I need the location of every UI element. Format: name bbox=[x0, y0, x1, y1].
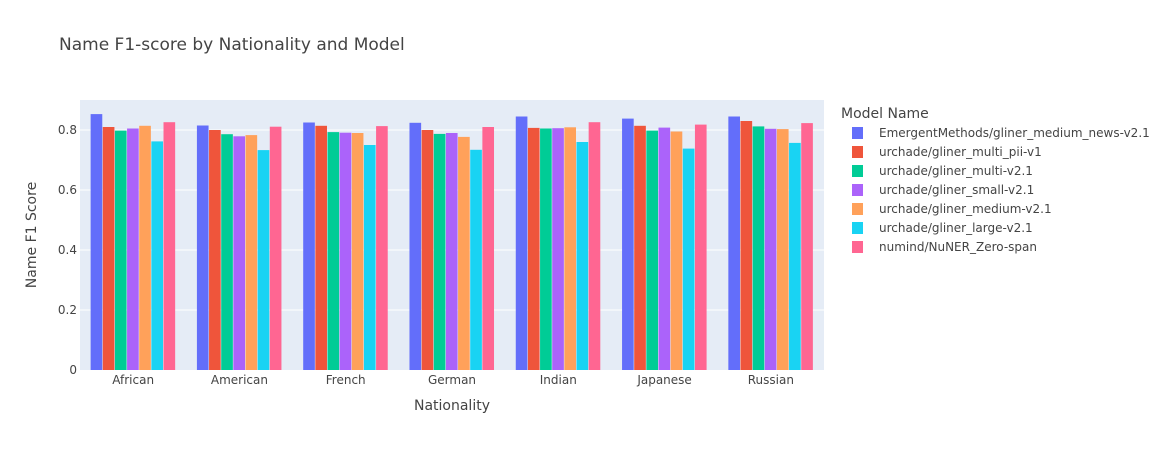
legend-swatch bbox=[852, 241, 863, 253]
bar bbox=[233, 136, 246, 370]
bar bbox=[634, 125, 646, 370]
bar bbox=[409, 122, 422, 370]
bar bbox=[658, 127, 671, 370]
bar bbox=[646, 130, 658, 370]
bar bbox=[269, 126, 282, 370]
legend-swatch bbox=[852, 127, 863, 139]
x-tick-labels: African American French German Indian Japanes… bbox=[112, 373, 794, 387]
legend-entry: urchade/gliner_small-v2.1 bbox=[879, 183, 1034, 197]
bar bbox=[303, 122, 315, 370]
y-tick-label: 0 bbox=[69, 363, 77, 377]
legend: Model Name EmergentMethods/gliner_medium… bbox=[841, 106, 1150, 254]
bar bbox=[540, 128, 552, 370]
bar bbox=[622, 118, 634, 370]
x-tick-label: Russian bbox=[748, 373, 794, 387]
legend-entry: EmergentMethods/gliner_medium_news-v2.1 bbox=[879, 126, 1150, 140]
bar bbox=[163, 122, 176, 370]
bar bbox=[433, 133, 446, 370]
y-axis-title: Name F1 Score bbox=[24, 182, 40, 288]
x-tick-label: American bbox=[211, 373, 268, 387]
y-tick-label: 0.6 bbox=[58, 183, 77, 197]
bar bbox=[351, 133, 364, 370]
bar bbox=[127, 128, 139, 370]
legend-swatch bbox=[852, 146, 863, 158]
bar bbox=[458, 136, 470, 370]
chart-title: Name F1-score by Nationality and Model bbox=[59, 35, 405, 55]
bar bbox=[740, 121, 753, 370]
bar bbox=[482, 127, 495, 370]
y-tick-label: 0.2 bbox=[58, 303, 77, 317]
bar bbox=[102, 127, 115, 370]
bar bbox=[221, 134, 233, 370]
legend-swatch bbox=[852, 222, 863, 234]
bar bbox=[363, 145, 376, 370]
bar bbox=[445, 133, 458, 370]
bar bbox=[527, 127, 540, 371]
bar bbox=[90, 114, 103, 370]
bar bbox=[515, 116, 528, 370]
bar bbox=[376, 126, 388, 370]
bar bbox=[776, 129, 789, 370]
bar bbox=[327, 132, 340, 370]
bar bbox=[588, 122, 601, 370]
x-tick-label: Indian bbox=[540, 373, 577, 387]
x-tick-label: Japanese bbox=[636, 373, 692, 387]
bars bbox=[90, 114, 813, 371]
legend-entry: numind/NuNER_Zero-span bbox=[879, 240, 1037, 254]
bar bbox=[576, 142, 589, 370]
legend-entry: urchade/gliner_large-v2.1 bbox=[879, 221, 1033, 235]
y-tick-label: 0.4 bbox=[58, 243, 77, 257]
legend-entry: urchade/gliner_medium-v2.1 bbox=[879, 202, 1052, 216]
x-tick-label: German bbox=[428, 373, 476, 387]
bar bbox=[752, 126, 765, 371]
x-tick-label: French bbox=[326, 373, 366, 387]
legend-swatch bbox=[852, 184, 863, 196]
bar bbox=[764, 128, 777, 370]
legend-swatch bbox=[852, 203, 863, 215]
bar bbox=[789, 142, 801, 370]
bar bbox=[728, 116, 740, 370]
bar bbox=[151, 141, 164, 370]
bar bbox=[209, 130, 221, 370]
bar bbox=[421, 130, 434, 370]
bar bbox=[670, 131, 683, 370]
bar bbox=[245, 135, 258, 370]
bar bbox=[694, 124, 707, 370]
x-tick-label: African bbox=[112, 373, 154, 387]
bar bbox=[139, 125, 151, 370]
y-tick-labels: 0 0.2 0.4 0.6 0.8 bbox=[58, 123, 77, 377]
bar bbox=[257, 150, 270, 370]
bar bbox=[801, 123, 813, 370]
bar bbox=[196, 125, 209, 370]
bar bbox=[315, 125, 327, 370]
y-tick-label: 0.8 bbox=[58, 123, 77, 137]
bar bbox=[552, 128, 564, 370]
bar bbox=[339, 132, 352, 370]
legend-title: Model Name bbox=[841, 106, 929, 122]
legend-entry: urchade/gliner_multi-v2.1 bbox=[879, 164, 1033, 178]
legend-swatch bbox=[852, 165, 863, 177]
bar bbox=[470, 149, 482, 370]
bar bbox=[564, 127, 577, 370]
x-axis-title: Nationality bbox=[414, 398, 490, 414]
legend-entry: urchade/gliner_multi_pii-v1 bbox=[879, 145, 1042, 159]
bar bbox=[114, 130, 127, 370]
bar bbox=[682, 148, 695, 370]
